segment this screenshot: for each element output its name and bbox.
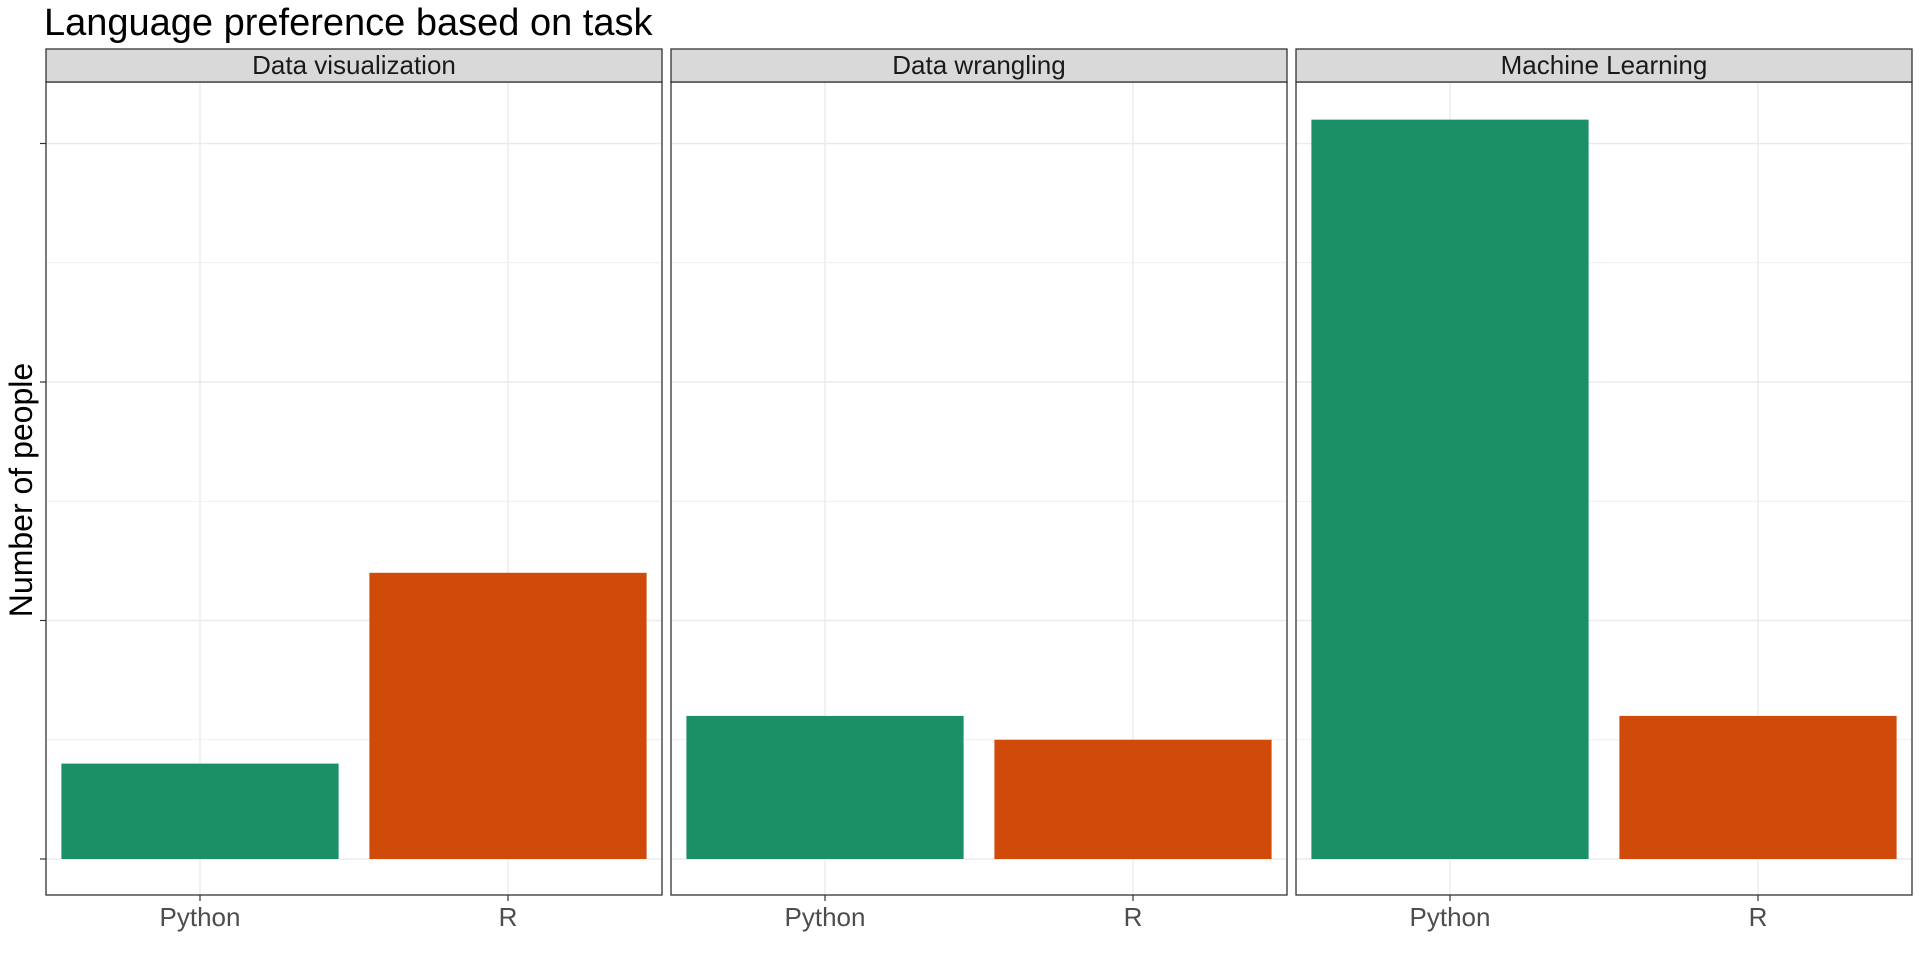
facet-strip-label: Data visualization <box>252 50 456 80</box>
y-axis-ticks <box>40 142 46 860</box>
x-tick-label-r: R <box>1124 902 1143 932</box>
facet-panel-2: Machine Learning Python R <box>1295 48 1913 932</box>
facet-strip-label: Machine Learning <box>1501 50 1708 80</box>
bar-machine-learning-r <box>1619 715 1897 859</box>
y-axis-label: Number of people <box>3 363 39 617</box>
x-tick-label-python: Python <box>785 902 866 932</box>
x-tick-label-python: Python <box>1410 902 1491 932</box>
x-tick-label-r: R <box>499 902 518 932</box>
x-tick-label-r: R <box>1749 902 1768 932</box>
facet-panel-0: Data visualization Python R <box>45 48 663 932</box>
x-tick-label-python: Python <box>160 902 241 932</box>
bar-machine-learning-python <box>1311 119 1589 859</box>
facet-strip <box>1295 48 1913 83</box>
facet-strip <box>45 48 663 83</box>
bar-data-visualization-r <box>369 572 647 859</box>
bar-data-wrangling-python <box>686 715 964 859</box>
facet-panels: Data visualization Python R Data wrangling P… <box>45 48 1913 932</box>
bar-data-visualization-python <box>61 763 339 859</box>
bar-data-wrangling-r <box>994 739 1272 859</box>
facet-panel-1: Data wrangling Python R <box>670 48 1288 932</box>
chart-title: Language preference based on task <box>44 2 653 44</box>
facet-strip-label: Data wrangling <box>892 50 1065 80</box>
facet-strip <box>670 48 1288 83</box>
